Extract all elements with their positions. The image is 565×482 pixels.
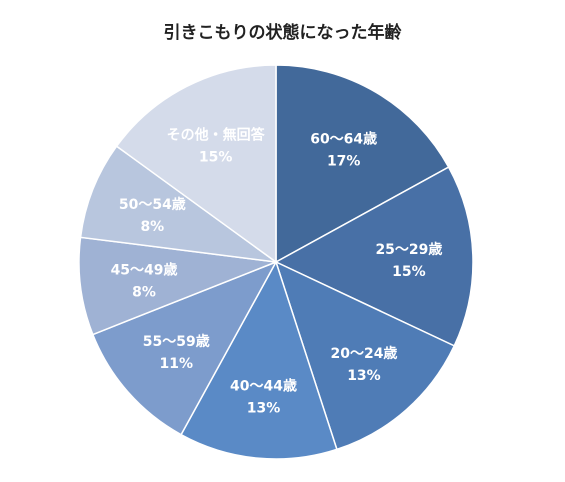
pie-slice — [274, 166, 474, 347]
pie-slices — [78, 64, 474, 460]
slice-value-label: 15% — [199, 149, 233, 165]
slice-value-label: 15% — [392, 264, 426, 280]
slice-category-label: 45〜49歳 — [111, 262, 178, 279]
pie-slice — [79, 145, 277, 263]
slice-value-label: 8% — [140, 219, 164, 235]
slice-category-label: 60〜64歳 — [310, 131, 377, 148]
chart-title: 引きこもりの状態になった年齢 — [163, 23, 402, 43]
slice-labels: 60〜64歳 17% 25〜29歳 15% 20〜24歳 13% 40〜44歳 13% 55〜5… — [111, 126, 443, 416]
slice-value-label: 8% — [132, 285, 156, 301]
slice-category-label: その他・無回答 — [167, 126, 266, 143]
pie-slice — [91, 260, 278, 436]
pie-slice — [274, 260, 456, 451]
pie-slice — [115, 64, 277, 264]
slice-category-label: 20〜24歳 — [330, 345, 397, 362]
pie-slice — [78, 236, 277, 336]
pie-slice — [180, 260, 338, 460]
pie-slice — [275, 64, 450, 264]
slice-category-label: 55〜59歳 — [143, 333, 210, 350]
slice-category-label: 50〜54歳 — [119, 196, 186, 213]
slice-value-label: 13% — [347, 368, 381, 384]
slice-category-label: 40〜44歳 — [230, 377, 297, 394]
slice-category-label: 25〜29歳 — [375, 241, 442, 258]
slice-value-label: 17% — [327, 154, 361, 170]
slice-value-label: 13% — [247, 400, 281, 416]
slice-value-label: 11% — [159, 356, 193, 372]
